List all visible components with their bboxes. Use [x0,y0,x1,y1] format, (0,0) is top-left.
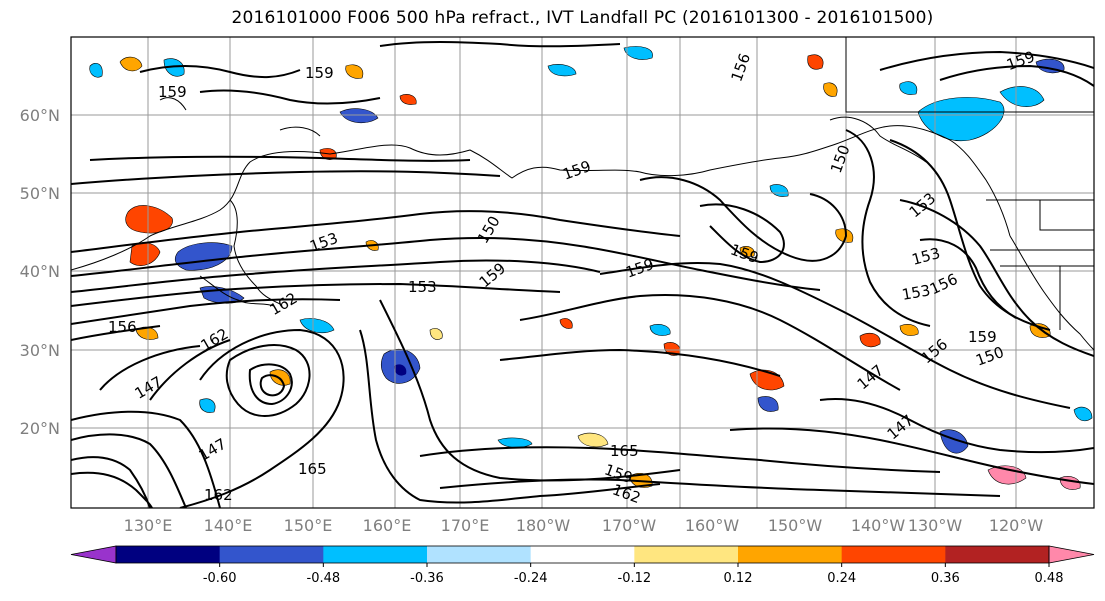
lon-label: 120°W [989,516,1044,535]
latitude-labels: 60°N 50°N 40°N 30°N 20°N [20,106,60,438]
contour-label: 153 [408,278,437,296]
colorbar-tick-label: 0.12 [724,571,753,586]
lon-label: 160°E [363,516,412,535]
lon-label: 130°E [124,516,173,535]
lon-label: 150°E [284,516,333,535]
colorbar-segment [738,546,843,563]
lon-label: 130°W [908,516,963,535]
colorbar-segment [219,546,324,563]
contour-label: 162 [204,486,233,504]
colorbar: -0.60 -0.48 -0.36 -0.24 -0.12 0.12 0.24 0.36 0.4… [70,545,1095,586]
colorbar-segment [530,546,635,563]
lon-label: 170°E [441,516,490,535]
colorbar-segment [116,546,221,563]
graticule [71,37,1094,508]
colorbar-tick-label: -0.48 [307,571,341,586]
contour-label: 159 [158,83,187,101]
lon-label: 160°W [685,516,740,535]
longitude-labels: 130°E 140°E 150°E 160°E 170°E 180°W 170°… [124,516,1044,535]
colorbar-segment [945,546,1050,563]
colorbar-tick-label: 0.24 [827,571,856,586]
lon-label: 140°W [851,516,906,535]
lon-label: 150°W [768,516,823,535]
lat-label: 60°N [20,106,60,125]
coastlines [71,37,1094,351]
map-title: 2016101000 F006 500 hPa refract., IVT La… [231,8,934,28]
contour-label: 153 [900,281,931,304]
lat-label: 30°N [20,341,60,360]
contour-label: 159 [968,328,997,346]
contour-label: 159 [305,64,334,82]
colorbar-tick-label: 0.48 [1035,571,1064,586]
colorbar-segment [323,546,428,563]
colorbar-frame [115,545,1050,564]
contour-label: 156 [108,318,137,336]
colorbar-segment [427,546,532,563]
lon-label: 140°E [204,516,253,535]
contour-label: 165 [610,442,639,460]
colorbar-segment [841,546,946,563]
lon-label: 180°W [516,516,571,535]
lat-label: 50°N [20,184,60,203]
colorbar-tick-label: -0.12 [618,571,652,586]
contour-label: 165 [298,460,327,478]
lat-label: 20°N [20,419,60,438]
colorbar-arrow-high [1048,545,1095,564]
colorbar-tick-label: -0.36 [410,571,444,586]
lon-label: 170°W [602,516,657,535]
colorbar-tick-label: -0.24 [514,571,548,586]
colorbar-tick-label: 0.36 [931,571,960,586]
refractivity-contours [71,41,1094,508]
colorbar-arrow-low [70,545,117,564]
lat-label: 40°N [20,262,60,281]
colorbar-tick-label: -0.60 [203,571,237,586]
map-border [70,36,1095,509]
colorbar-segment [634,546,739,563]
